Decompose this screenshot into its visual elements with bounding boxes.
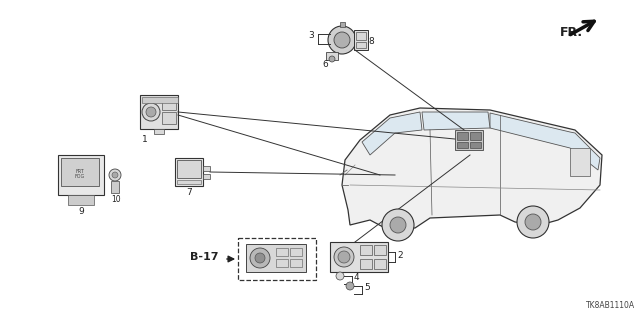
Circle shape xyxy=(329,56,335,62)
Circle shape xyxy=(382,209,414,241)
Circle shape xyxy=(255,253,265,263)
Bar xyxy=(570,148,590,176)
Bar xyxy=(276,259,288,267)
Bar xyxy=(290,259,302,267)
Bar xyxy=(142,97,178,103)
Circle shape xyxy=(346,282,354,290)
Polygon shape xyxy=(422,112,490,130)
Bar xyxy=(374,259,386,269)
Bar xyxy=(470,142,481,148)
Text: 4: 4 xyxy=(354,273,360,282)
Bar xyxy=(68,195,94,205)
Text: TK8AB1110A: TK8AB1110A xyxy=(586,301,635,310)
Bar xyxy=(58,155,104,195)
Bar xyxy=(203,174,210,179)
Bar xyxy=(162,98,176,110)
Bar xyxy=(457,132,468,140)
Bar xyxy=(457,142,468,148)
Circle shape xyxy=(142,103,160,121)
Bar xyxy=(238,238,316,280)
Circle shape xyxy=(517,206,549,238)
Circle shape xyxy=(109,169,121,181)
Circle shape xyxy=(338,251,350,263)
Circle shape xyxy=(250,248,270,268)
Text: 2: 2 xyxy=(397,251,403,260)
Bar xyxy=(330,242,388,272)
Text: 1: 1 xyxy=(142,135,148,144)
Text: 9: 9 xyxy=(78,207,84,216)
Text: B-17: B-17 xyxy=(190,252,218,262)
Circle shape xyxy=(336,272,344,280)
Bar xyxy=(154,129,164,134)
Bar xyxy=(374,245,386,255)
Bar xyxy=(360,259,372,269)
Polygon shape xyxy=(342,108,602,228)
Bar xyxy=(360,245,372,255)
Circle shape xyxy=(112,172,118,178)
Bar xyxy=(203,166,210,171)
Bar xyxy=(354,30,368,50)
Circle shape xyxy=(525,214,541,230)
Text: FR.: FR. xyxy=(560,26,583,38)
Bar xyxy=(140,95,178,129)
Text: 7: 7 xyxy=(186,188,192,197)
Text: 5: 5 xyxy=(364,283,370,292)
Bar xyxy=(276,248,288,256)
Text: 8: 8 xyxy=(368,37,374,46)
Bar xyxy=(455,130,483,150)
Polygon shape xyxy=(362,112,422,155)
Bar xyxy=(356,42,366,48)
Circle shape xyxy=(146,107,156,117)
Text: 10: 10 xyxy=(111,195,120,204)
Bar xyxy=(470,132,481,140)
Text: 3: 3 xyxy=(308,31,314,41)
Bar xyxy=(111,181,119,193)
Text: FRT
FOG: FRT FOG xyxy=(75,169,85,180)
Bar xyxy=(175,158,203,186)
Polygon shape xyxy=(490,113,600,170)
Bar xyxy=(356,32,366,40)
Bar xyxy=(340,22,345,27)
Circle shape xyxy=(334,32,350,48)
Circle shape xyxy=(390,217,406,233)
Bar xyxy=(162,112,176,124)
Bar xyxy=(177,160,201,178)
Circle shape xyxy=(334,247,354,267)
Bar xyxy=(246,244,306,272)
Text: 6: 6 xyxy=(322,60,328,69)
Bar xyxy=(177,180,201,184)
Circle shape xyxy=(328,26,356,54)
Bar xyxy=(290,248,302,256)
Bar xyxy=(61,158,99,186)
Bar xyxy=(326,52,338,60)
